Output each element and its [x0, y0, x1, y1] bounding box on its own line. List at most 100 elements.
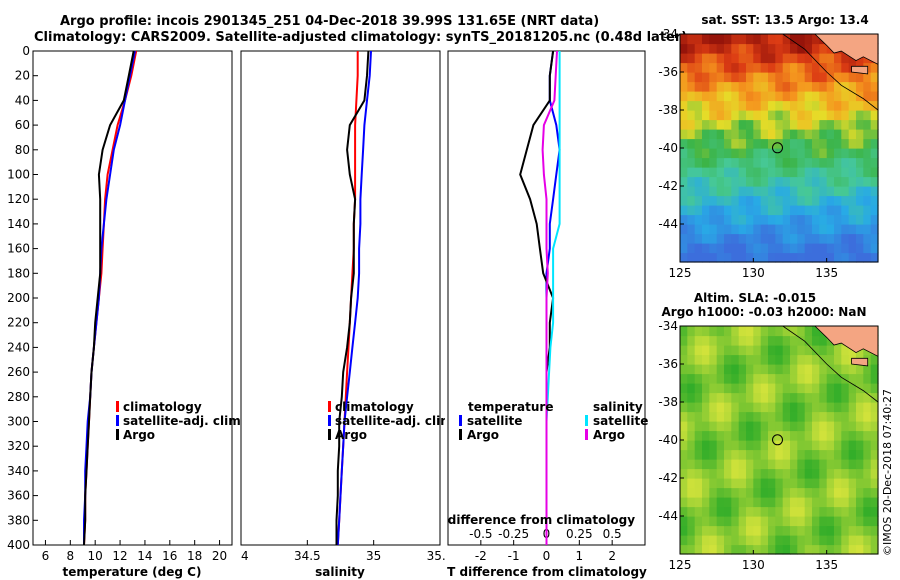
map-cell — [709, 72, 718, 83]
map-cell — [775, 205, 784, 216]
map-cell — [790, 373, 798, 384]
map-cell — [738, 233, 747, 244]
map-cell — [716, 81, 725, 92]
map-cell — [746, 459, 754, 470]
map-cell — [680, 72, 688, 83]
legend-swatch — [328, 429, 331, 440]
map-cell — [687, 421, 696, 432]
map-cell — [797, 478, 806, 489]
map-cell — [731, 478, 740, 489]
map-cell — [848, 72, 857, 83]
map-cell — [753, 157, 762, 168]
map-cell — [856, 119, 864, 130]
series-line-argo — [83, 50, 135, 546]
map-cell — [760, 440, 769, 451]
y-tick-label: 300 — [7, 415, 30, 429]
y-tick-label: 120 — [7, 192, 30, 206]
map-cell — [775, 487, 784, 498]
map-cell — [797, 440, 806, 451]
map-cell — [782, 402, 791, 413]
map-cell — [738, 110, 747, 121]
map-cell — [687, 110, 696, 121]
lat-tick-label: -40 — [658, 141, 678, 155]
map-cell — [694, 34, 703, 45]
map-cell — [841, 167, 850, 178]
map-cell — [863, 138, 872, 149]
map-cell — [768, 129, 776, 140]
map-cell — [731, 34, 740, 45]
map-cell — [746, 81, 754, 92]
map-cell — [790, 138, 798, 149]
map-cell — [694, 525, 703, 536]
map-cell — [782, 43, 791, 54]
map-cell — [848, 411, 857, 422]
map-cell — [790, 81, 798, 92]
map-cell — [819, 224, 828, 235]
map-cell — [782, 72, 791, 83]
map-cell — [812, 535, 820, 546]
map-cell — [812, 148, 820, 159]
map-cell — [716, 544, 725, 555]
map-cell — [768, 373, 776, 384]
map-cell — [760, 205, 769, 216]
sla-map-title-2: Argo h1000: -0.03 h2000: NaN — [661, 305, 866, 319]
map-cell — [716, 402, 725, 413]
legend-swatch — [459, 429, 462, 440]
map-cell — [782, 176, 791, 187]
map-cell — [797, 72, 806, 83]
map-cell — [709, 119, 718, 130]
map-cell — [694, 252, 703, 263]
map-cell — [812, 62, 820, 73]
map-cell — [826, 167, 835, 178]
map-cell — [856, 449, 864, 460]
map-cell — [812, 129, 820, 140]
map-cell — [731, 430, 740, 441]
map-cell — [731, 364, 740, 375]
map-cell — [863, 373, 872, 384]
map-cell — [797, 326, 806, 337]
map-cell — [819, 138, 828, 149]
difference-lines — [519, 50, 561, 545]
map-cell — [782, 326, 791, 337]
map-cell — [856, 72, 864, 83]
map-cell — [856, 411, 864, 422]
map-cell — [687, 62, 696, 73]
map-cell — [680, 335, 688, 346]
map-cell — [856, 468, 864, 479]
map-cell — [819, 81, 828, 92]
map-cell — [687, 544, 696, 555]
map-cell — [709, 497, 718, 508]
map-cell — [775, 224, 784, 235]
map-cell — [724, 516, 732, 527]
kangaroo-island — [851, 357, 869, 367]
map-cell — [738, 195, 747, 206]
map-cell — [775, 468, 784, 479]
map-cell — [812, 243, 820, 254]
map-cell — [716, 34, 725, 45]
profile-lines — [335, 50, 372, 546]
map-cell — [768, 411, 776, 422]
map-cell — [702, 373, 710, 384]
map-cell — [775, 148, 784, 159]
map-cell — [863, 72, 872, 83]
map-cell — [724, 411, 732, 422]
map-cell — [738, 421, 747, 432]
map-cell — [768, 157, 776, 168]
map-cell — [680, 516, 688, 527]
map-cell — [812, 167, 820, 178]
legend-swatch — [585, 429, 588, 440]
map-cell — [841, 224, 850, 235]
map-cell — [724, 468, 732, 479]
map-cell — [731, 119, 740, 130]
y-tick-label: 40 — [15, 93, 30, 107]
map-cell — [768, 138, 776, 149]
lon-tick-label: 135 — [815, 266, 838, 280]
map-cell — [797, 186, 806, 197]
map-cell — [790, 383, 798, 394]
x-tick-label: 2 — [608, 549, 616, 563]
map-cell — [680, 205, 688, 216]
x-tick-label: 6 — [42, 549, 50, 563]
map-cell — [680, 544, 688, 555]
map-cell — [738, 430, 747, 441]
map-cell — [738, 62, 747, 73]
